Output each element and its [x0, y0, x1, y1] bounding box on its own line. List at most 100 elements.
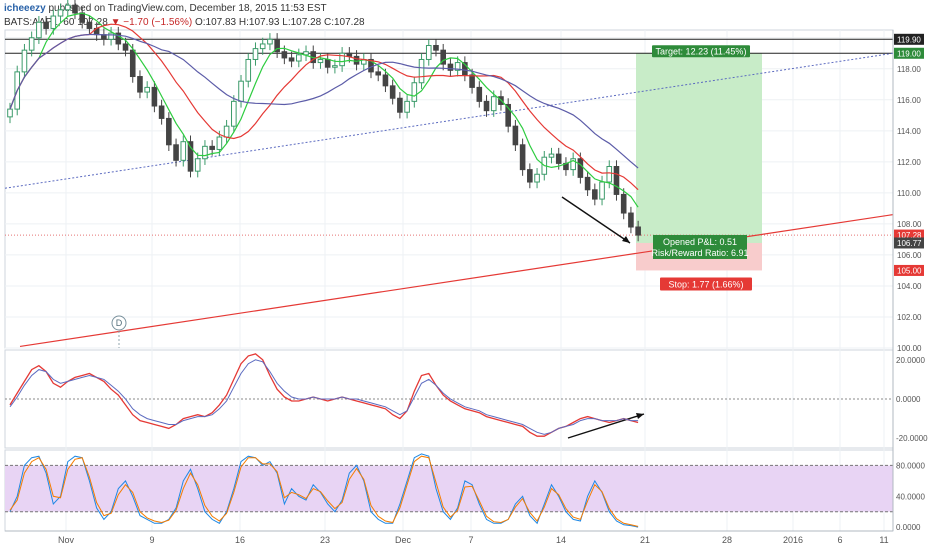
oscillator-divergence-arrow [567, 413, 645, 439]
pnl-box [653, 234, 747, 259]
candle-body [245, 58, 252, 82]
candle-body [274, 38, 280, 53]
candle-body [353, 55, 360, 65]
candle-body [469, 74, 475, 88]
price-arrow-head [622, 236, 630, 243]
candle-body [259, 43, 266, 50]
candle-body [375, 71, 382, 76]
published-text: published on TradingView.com, December 1… [48, 3, 327, 14]
target-label-box [652, 45, 750, 58]
axes-layer: Nov91623Dec71421282016611120.00118.00116… [5, 30, 928, 545]
price-axis-tag [894, 47, 924, 59]
price-axis-tag-label: 119.00 [897, 49, 921, 58]
open-value: O:107.83 [194, 17, 237, 28]
support-trend-line [19, 214, 894, 348]
price-tick-label: 110.00 [897, 189, 921, 198]
x-tick-label: 2016 [783, 535, 803, 545]
candle-body [267, 38, 273, 45]
price-tick-label: 102.00 [897, 313, 922, 322]
candle-body [570, 158, 576, 171]
price-tick-label: 116.00 [897, 96, 921, 105]
candle-body [599, 181, 605, 200]
event-marker: D [111, 315, 127, 348]
candle-body [433, 45, 439, 51]
candle-body [281, 51, 288, 59]
oscillator-tick-label: 20.0000 [896, 356, 925, 365]
target-zone [636, 53, 762, 243]
candle-body [223, 125, 230, 138]
candle-body [577, 158, 584, 178]
x-tick-label: 7 [468, 535, 473, 545]
event-marker-label: D [116, 318, 123, 328]
pnl-label: Opened P&L: 0.51 [663, 237, 737, 247]
x-tick-label: 9 [149, 535, 154, 545]
price-axis-tag-label: 119.90 [897, 35, 921, 44]
price-divergence-arrow [561, 196, 631, 244]
target-label: Target: 12.23 (11.45%) [656, 46, 747, 56]
candle-body [144, 86, 150, 93]
candle-body [194, 158, 201, 172]
candle-body [296, 54, 302, 62]
candle-body [620, 193, 627, 214]
price-axis-tag-label: 106.77 [897, 239, 922, 248]
low-value: L:107.28 [282, 17, 322, 28]
price-axis-tag [894, 237, 924, 249]
candle-body [332, 65, 338, 68]
oscillator-tick-label: 0.0000 [896, 395, 921, 404]
candle-body [173, 144, 179, 161]
stochastic-tick-label: 80.0000 [896, 461, 925, 470]
ma-mid-line [9, 23, 639, 191]
candle-body [129, 49, 136, 78]
candle-body [397, 97, 403, 113]
candle-body [209, 145, 215, 150]
price-axis-tag-label: 107.28 [897, 231, 922, 240]
price-tick-label: 106.00 [897, 251, 922, 260]
main-layer: D Target: 12.23 (11.45%) Opened P&L: 0.51R… [4, 0, 894, 528]
candle-body [36, 21, 42, 39]
price-tick-label: 114.00 [897, 127, 921, 136]
candle-body [339, 52, 345, 67]
candle-body [512, 125, 519, 146]
candle-body [425, 45, 432, 60]
price-axis-tag [894, 33, 924, 45]
oscillator-tick-label: -20.0000 [896, 434, 928, 443]
candle-body [404, 100, 410, 113]
candle-body [418, 58, 425, 84]
candle-body [231, 100, 237, 127]
candle-body [7, 108, 13, 118]
stochastic-tick-label: 40.0000 [896, 492, 925, 501]
dotted-trend-line [4, 52, 894, 189]
candle-body [57, 9, 64, 17]
candle-body [216, 136, 223, 150]
rr-label: Risk/Reward Ratio: 6.91 [651, 248, 748, 258]
x-tick-label: 16 [235, 535, 245, 545]
candle-body [238, 80, 244, 102]
candle-body [505, 103, 511, 127]
x-tick-label: 23 [320, 535, 330, 545]
candle-body [187, 141, 194, 172]
candle-body [166, 117, 172, 146]
candle-body [548, 153, 555, 158]
candle-body [440, 49, 446, 65]
event-marker-circle [111, 315, 127, 331]
candle-body [606, 166, 613, 183]
candle-body [447, 63, 454, 71]
candle-body [527, 169, 533, 183]
candle-body [584, 176, 591, 191]
candle-body [86, 21, 93, 29]
candle-body [28, 37, 35, 51]
candle-body [628, 212, 634, 228]
candle-body [534, 173, 540, 183]
x-tick-label: 14 [556, 535, 566, 545]
x-tick-label: 11 [879, 535, 888, 545]
candle-body [490, 96, 497, 112]
author-name[interactable]: icheeezy [4, 3, 46, 14]
candle-body [122, 43, 129, 51]
stochastic-series-line [9, 455, 639, 527]
stochastic-band [5, 465, 893, 512]
close-value: C:107.28 [324, 17, 365, 28]
oscillator-series-line [9, 353, 639, 437]
candle-body [613, 166, 620, 195]
x-tick-label: 28 [722, 535, 732, 545]
